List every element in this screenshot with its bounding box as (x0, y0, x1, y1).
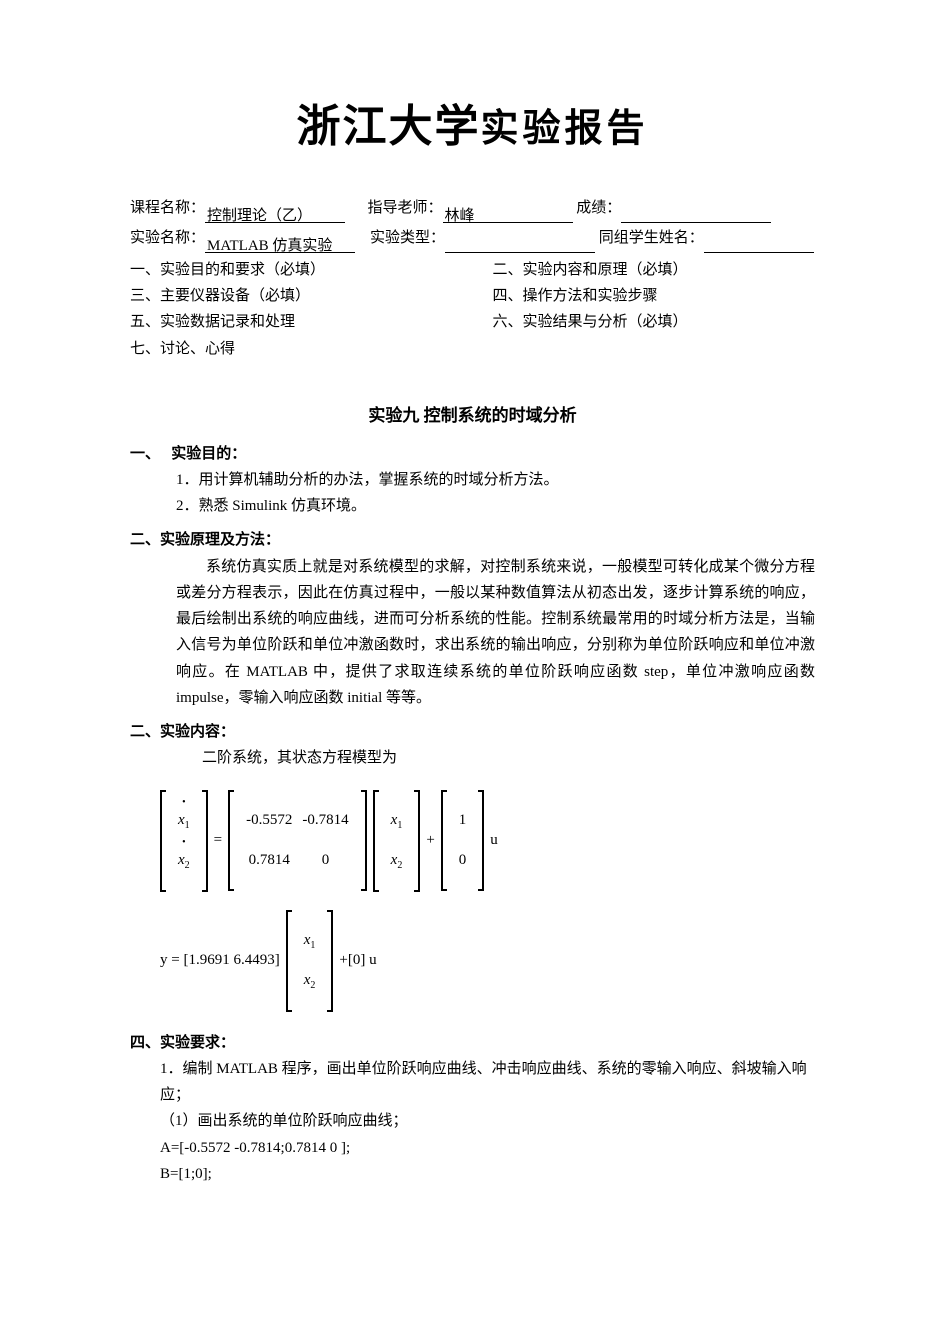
course-value: 控制理论（乙） (205, 201, 345, 223)
toc-right: 二、实验内容和原理（必填） 四、操作方法和实验步骤 六、实验结果与分析（必填） (493, 257, 816, 362)
exp-name-label: 实验名称： (130, 230, 205, 246)
y-prefix: y = [1.9691 6.4493] (160, 948, 280, 974)
toc-item: 一、实验目的和要求（必填） (130, 257, 453, 283)
grade-value (621, 201, 771, 223)
var-x: x (178, 812, 185, 828)
university-name: 浙江大学 (296, 102, 480, 151)
x-vector: x1 x2 (373, 790, 421, 892)
u-symbol: u (490, 828, 498, 854)
a-matrix: -0.5572 -0.7814 0.7814 0 (228, 790, 367, 891)
b-vector: 1 0 (441, 790, 485, 891)
peer-value (704, 231, 814, 253)
toc-item: 四、操作方法和实验步骤 (493, 283, 816, 309)
section-3-head: 二、实验内容： (130, 719, 815, 745)
eq2-suffix: +[0] u (339, 948, 376, 974)
a10: 0.7814 (246, 848, 292, 874)
s4-c2: B=[1;0]; (130, 1161, 815, 1187)
info-block: 课程名称：控制理论（乙） 指导老师：林峰 成绩： 实验名称：MATLAB 仿真实… (130, 193, 815, 253)
toc-left: 一、实验目的和要求（必填） 三、主要仪器设备（必填） 五、实验数据记录和处理 七… (130, 257, 453, 362)
sub-2: 2 (310, 980, 315, 991)
s2-body: 系统仿真实质上就是对系统模型的求解，对控制系统来说，一般模型可转化成某个微分方程… (130, 554, 815, 712)
a00: -0.5572 (246, 808, 292, 834)
toc: 一、实验目的和要求（必填） 三、主要仪器设备（必填） 五、实验数据记录和处理 七… (130, 257, 815, 362)
info-line-1: 课程名称：控制理论（乙） 指导老师：林峰 成绩： (130, 193, 815, 223)
x-vector-2: x1 x2 (286, 910, 334, 1012)
section-1-num: 一、 (130, 446, 160, 462)
b0: 1 (459, 808, 467, 834)
exp-name-value: MATLAB 仿真实验 (205, 231, 355, 253)
section-2-head: 二、实验原理及方法： (130, 527, 815, 553)
course-label: 课程名称： (130, 200, 205, 216)
experiment-title: 实验九 控制系统的时域分析 (130, 402, 815, 431)
equation-1: x1 x2 = -0.5572 -0.7814 0.7814 0 (160, 790, 815, 892)
section-3: 二、实验内容： 二阶系统，其状态方程模型为 (130, 719, 815, 772)
var-x: x (178, 852, 185, 868)
a11: 0 (302, 848, 348, 874)
plus: + (426, 828, 434, 854)
section-1: 一、 实验目的： 1．用计算机辅助分析的办法，掌握系统的时域分析方法。 2．熟悉… (130, 441, 815, 520)
exp-type-label: 实验类型： (370, 230, 445, 246)
toc-item: 三、主要仪器设备（必填） (130, 283, 453, 309)
toc-item: 六、实验结果与分析（必填） (493, 309, 816, 335)
s1-p1: 1．用计算机辅助分析的办法，掌握系统的时域分析方法。 (130, 467, 815, 493)
sub-1: 1 (310, 940, 315, 951)
report-title: 实验报告 (480, 108, 648, 150)
exp-type-value (445, 231, 595, 253)
s4-c1: A=[-0.5572 -0.7814;0.7814 0 ]; (130, 1135, 815, 1161)
section-1-head: 实验目的： (171, 446, 246, 462)
b1: 0 (459, 848, 467, 874)
toc-item: 二、实验内容和原理（必填） (493, 257, 816, 283)
report-header: 浙江大学实验报告 (130, 90, 815, 165)
info-line-2: 实验名称：MATLAB 仿真实验 实验类型： 同组学生姓名： (130, 223, 815, 253)
teacher-label: 指导老师： (368, 200, 443, 216)
grade-label: 成绩： (576, 200, 621, 216)
section-4: 四、实验要求： 1．编制 MATLAB 程序，画出单位阶跃响应曲线、冲击响应曲线… (130, 1030, 815, 1188)
sub-2: 2 (397, 860, 402, 871)
peer-label: 同组学生姓名： (599, 230, 704, 246)
s1-p2: 2．熟悉 Simulink 仿真环境。 (130, 493, 815, 519)
s4-p1: 1．编制 MATLAB 程序，画出单位阶跃响应曲线、冲击响应曲线、系统的零输入响… (130, 1056, 815, 1109)
section-4-head: 四、实验要求： (130, 1030, 815, 1056)
equation-2: y = [1.9691 6.4493] x1 x2 +[0] u (160, 910, 815, 1012)
toc-item: 五、实验数据记录和处理 (130, 309, 453, 335)
sub-1: 1 (397, 820, 402, 831)
teacher-value: 林峰 (443, 201, 573, 223)
xdot-vector: x1 x2 (160, 790, 208, 892)
s4-p2: （1）画出系统的单位阶跃响应曲线； (130, 1108, 815, 1134)
a01: -0.7814 (302, 808, 348, 834)
equals: = (214, 828, 222, 854)
s3-intro: 二阶系统，其状态方程模型为 (130, 745, 815, 771)
sub-2: 2 (185, 860, 190, 871)
sub-1: 1 (185, 820, 190, 831)
toc-item: 七、讨论、心得 (130, 336, 453, 362)
section-2: 二、实验原理及方法： 系统仿真实质上就是对系统模型的求解，对控制系统来说，一般模… (130, 527, 815, 711)
